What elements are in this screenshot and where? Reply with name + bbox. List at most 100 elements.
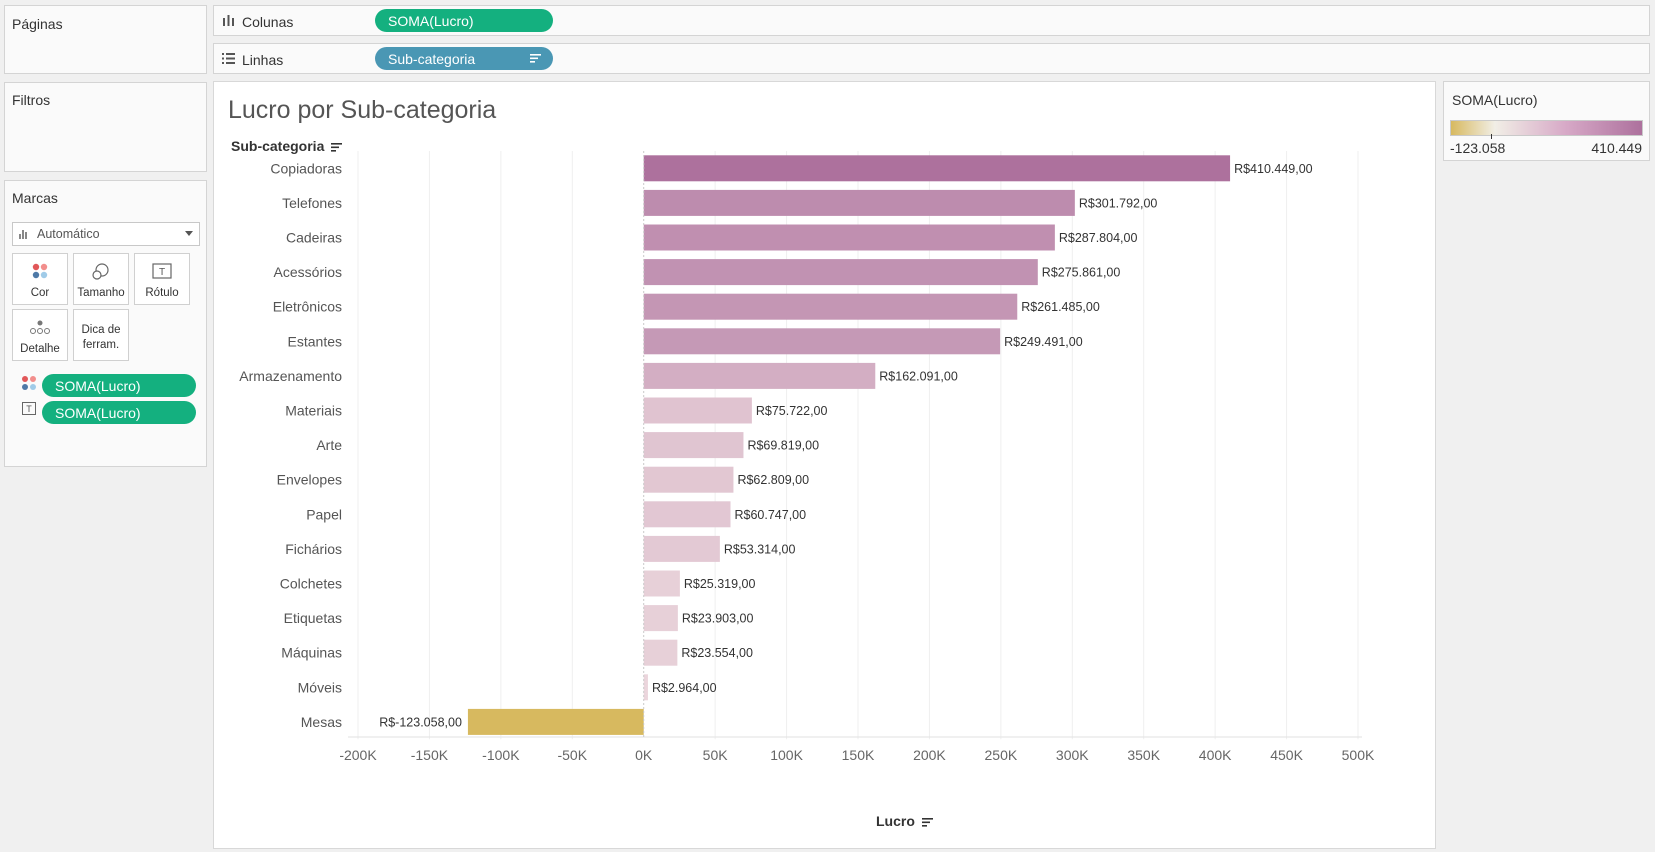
bar <box>643 189 1075 216</box>
x-axis-title[interactable]: Lucro <box>876 813 933 829</box>
data-label: R$23.554,00 <box>681 646 753 660</box>
svg-text:T: T <box>159 267 165 278</box>
label-button[interactable]: T Rótulo <box>134 253 190 305</box>
category-label: Eletrônicos <box>273 299 342 315</box>
x-tick-label: 150K <box>842 747 875 763</box>
bar <box>643 224 1055 251</box>
data-label: R$25.319,00 <box>684 577 756 591</box>
rows-shelf[interactable]: Linhas Sub-categoria <box>213 43 1650 74</box>
data-label: R$69.819,00 <box>747 439 819 453</box>
tooltip-label-line2: ferram. <box>82 339 120 351</box>
sort-descending-icon[interactable] <box>331 142 343 152</box>
legend-title: SOMA(Lucro) <box>1452 92 1538 108</box>
data-label: R$249.491,00 <box>1004 335 1083 349</box>
size-button[interactable]: Tamanho <box>73 253 129 305</box>
color-legend[interactable]: SOMA(Lucro) -123.058 410.449 <box>1443 81 1650 161</box>
bar <box>643 501 731 528</box>
tooltip-label: Dica de ferram. <box>74 323 128 353</box>
bar <box>643 155 1231 182</box>
category-label: Armazenamento <box>239 368 342 384</box>
category-label: Copiadoras <box>270 160 342 176</box>
pages-title: Páginas <box>12 16 63 32</box>
label-T-icon: T <box>152 263 172 279</box>
marks-card: Marcas Automático Cor Tamanho T Rótulo <box>4 180 207 467</box>
bar <box>467 708 644 735</box>
category-label: Mesas <box>301 714 342 730</box>
columns-shelf[interactable]: Colunas SOMA(Lucro) <box>213 5 1650 36</box>
size-icon <box>92 263 109 280</box>
marks-title: Marcas <box>12 190 58 206</box>
bar <box>643 639 678 666</box>
data-label: R$261.485,00 <box>1021 300 1100 314</box>
detail-button[interactable]: Detalhe <box>12 309 68 361</box>
pages-shelf[interactable]: Páginas <box>4 5 207 74</box>
legend-min-label: -123.058 <box>1450 140 1506 156</box>
data-label: R$-123.058,00 <box>379 715 462 729</box>
label-field-label: SOMA(Lucro) <box>55 404 141 421</box>
mark-type-label: Automático <box>37 227 100 241</box>
bar <box>643 466 734 493</box>
tooltip-button[interactable]: Dica de ferram. <box>73 309 129 361</box>
color-dots-icon <box>32 263 48 279</box>
x-tick-label: -200K <box>339 747 377 763</box>
category-label: Papel <box>306 506 342 522</box>
columns-pill[interactable]: SOMA(Lucro) <box>375 9 553 32</box>
bar <box>643 605 678 632</box>
x-tick-label: 0K <box>635 747 653 763</box>
label-label: Rótulo <box>145 287 179 299</box>
category-label: Materiais <box>285 403 342 419</box>
bar <box>643 328 1001 355</box>
size-label: Tamanho <box>77 287 125 299</box>
x-tick-label: 450K <box>1270 747 1303 763</box>
category-label: Estantes <box>288 333 342 349</box>
category-label: Máquinas <box>281 645 342 661</box>
label-field-pill[interactable]: SOMA(Lucro) <box>42 401 196 424</box>
bar <box>643 362 876 389</box>
label-T-icon: T <box>22 402 36 415</box>
data-label: R$75.722,00 <box>756 404 828 418</box>
x-tick-label: -50K <box>557 747 587 763</box>
x-tick-label: 200K <box>913 747 946 763</box>
sort-descending-icon <box>530 54 541 63</box>
color-field-label: SOMA(Lucro) <box>55 377 141 394</box>
data-label: R$60.747,00 <box>734 508 806 522</box>
data-label: R$62.809,00 <box>737 473 809 487</box>
sort-descending-icon[interactable] <box>921 817 933 827</box>
data-label: R$2.964,00 <box>652 681 717 695</box>
legend-max-label: 410.449 <box>1591 140 1642 156</box>
category-label: Móveis <box>298 679 342 695</box>
rows-label: Linhas <box>242 52 284 68</box>
color-dots-icon <box>22 376 36 390</box>
bar <box>643 570 680 597</box>
filters-shelf[interactable]: Filtros <box>4 82 207 172</box>
row-header[interactable]: Sub-categoria <box>231 138 343 154</box>
bar <box>643 674 648 701</box>
svg-text:T: T <box>26 404 32 414</box>
x-tick-label: 500K <box>1342 747 1375 763</box>
x-tick-label: 400K <box>1199 747 1232 763</box>
category-label: Etiquetas <box>284 610 342 626</box>
columns-pill-label: SOMA(Lucro) <box>388 12 474 29</box>
bar <box>643 432 744 459</box>
color-label: Cor <box>30 287 50 299</box>
rows-pill-label: Sub-categoria <box>388 50 476 67</box>
rows-pill[interactable]: Sub-categoria <box>375 47 553 70</box>
legend-gradient <box>1450 120 1643 136</box>
data-label: R$287.804,00 <box>1059 231 1138 245</box>
filters-title: Filtros <box>12 92 51 108</box>
x-tick-label: 50K <box>703 747 729 763</box>
legend-zero-tick <box>1491 134 1492 139</box>
x-tick-label: 250K <box>985 747 1018 763</box>
detail-dots-icon <box>30 320 50 334</box>
bar <box>643 293 1018 320</box>
color-field-pill[interactable]: SOMA(Lucro) <box>42 374 196 397</box>
data-label: R$301.792,00 <box>1079 196 1158 210</box>
x-tick-label: 300K <box>1056 747 1089 763</box>
mark-type-dropdown[interactable]: Automático <box>12 222 200 246</box>
worksheet-view: Copiadoras R$410.449,00 Telefones R$301.792… <box>213 81 1436 849</box>
color-button[interactable]: Cor <box>12 253 68 305</box>
row-header-label: Sub-categoria <box>231 138 325 154</box>
x-tick-label: 350K <box>1127 747 1160 763</box>
bar <box>643 259 1038 286</box>
columns-icon <box>223 15 234 26</box>
